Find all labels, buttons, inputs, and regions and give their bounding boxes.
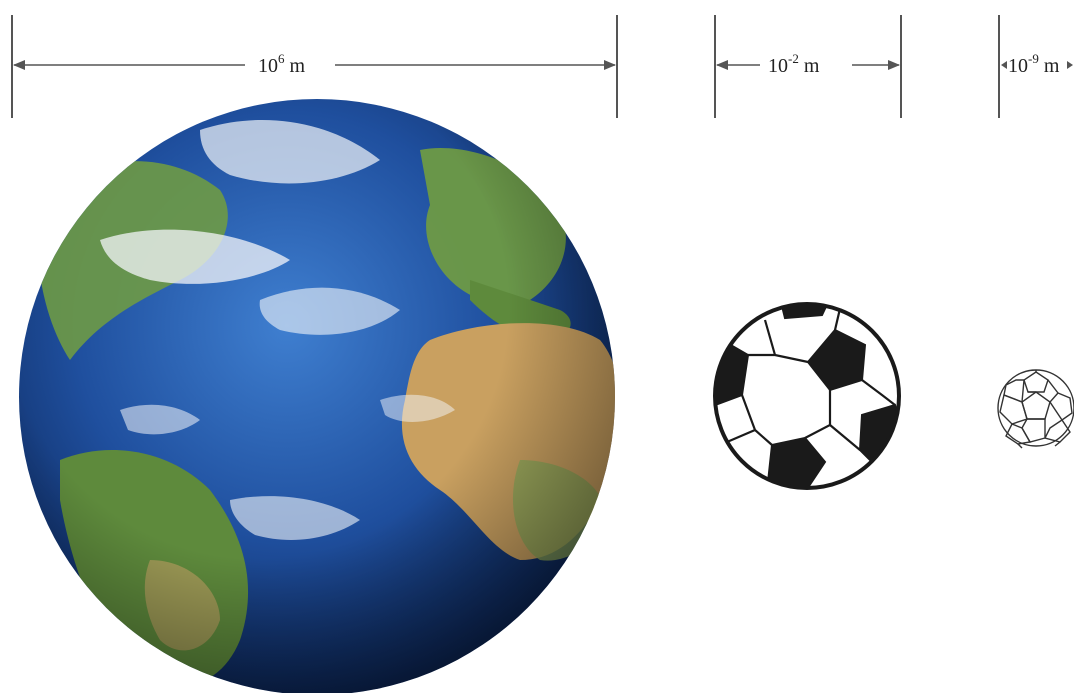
- scale-base: 10: [1008, 55, 1028, 77]
- buckyball-molecule: [997, 369, 1074, 449]
- scale-exponent: 6: [278, 51, 285, 66]
- soccer-ball: [713, 302, 901, 490]
- arrow-right-head: [1067, 61, 1073, 69]
- scale-bar-buckyball: 10-9 m: [998, 15, 1073, 118]
- scale-label-ball: 10-2 m: [768, 51, 820, 77]
- scale-label-buckyball: 10-9 m: [1008, 51, 1060, 77]
- arrow-left-head: [1001, 61, 1007, 69]
- scale-bar-ball: 10-2 m: [714, 15, 902, 118]
- scale-exponent: -9: [1028, 51, 1039, 66]
- scale-label-earth: 106 m: [258, 51, 306, 77]
- scale-base: 10: [768, 55, 788, 77]
- scale-unit: m: [290, 55, 306, 77]
- earth-globe: [19, 99, 615, 693]
- scale-base: 10: [258, 55, 278, 77]
- scale-unit: m: [804, 55, 820, 77]
- scale-unit: m: [1044, 55, 1060, 77]
- scale-bar-earth: 106 m: [11, 15, 618, 118]
- scale-exponent: -2: [788, 51, 799, 66]
